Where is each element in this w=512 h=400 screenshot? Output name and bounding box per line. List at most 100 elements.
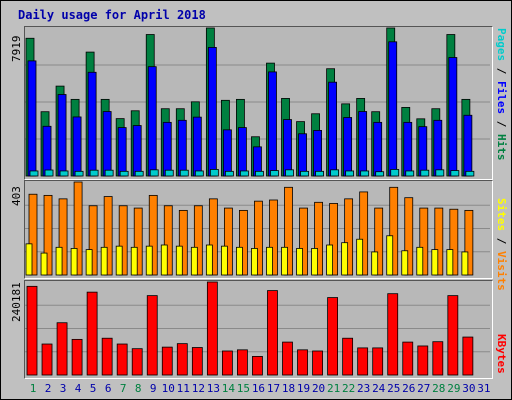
- visits-bar: [299, 207, 308, 276]
- files-bar: [373, 121, 383, 177]
- sites-bar: [326, 244, 334, 276]
- sites-bar: [446, 249, 454, 276]
- visits-bar: [178, 209, 188, 276]
- pages-bar: [119, 170, 129, 177]
- day-tick-label: 17: [266, 382, 281, 395]
- visits-bar: [58, 198, 68, 276]
- pages-bar: [179, 169, 189, 177]
- kbytes-bar: [402, 341, 414, 376]
- kbytes-bar: [191, 347, 203, 376]
- files-bar: [192, 116, 202, 177]
- sites-bar: [40, 252, 48, 276]
- day-tick-label: 3: [59, 382, 67, 395]
- day-tick-label: 13: [206, 382, 220, 395]
- day-tick-label: 5: [89, 382, 97, 395]
- visits-bar: [329, 203, 339, 276]
- files-bar: [298, 133, 307, 177]
- sites-bar: [401, 250, 409, 276]
- day-tick-label: 27: [417, 382, 431, 395]
- pages-bar: [300, 170, 309, 177]
- visits-bar: [88, 205, 98, 276]
- day-tick-label: 24: [372, 382, 386, 395]
- sites-bar: [55, 246, 63, 276]
- files-bar: [42, 125, 52, 177]
- files-bar: [448, 57, 458, 177]
- files-bar: [87, 71, 97, 177]
- kbytes-bar: [297, 349, 308, 376]
- kbytes-bar: [312, 350, 323, 376]
- visits-bar: [404, 197, 414, 276]
- sites-bar: [386, 235, 394, 276]
- visits-bar: [254, 200, 263, 276]
- pages-bar: [285, 169, 294, 177]
- pages-bar: [315, 170, 324, 177]
- day-tick-label: 8: [134, 382, 142, 395]
- kbytes-bar: [116, 343, 128, 376]
- visits-bar: [389, 186, 399, 276]
- visits-bar: [148, 194, 158, 276]
- pages-bar: [89, 169, 99, 177]
- files-bar: [132, 125, 142, 177]
- day-tick-label: 28: [432, 382, 446, 395]
- sites-bar: [85, 249, 93, 276]
- pages-bar: [420, 169, 430, 177]
- pages-bar: [360, 170, 370, 177]
- files-bar: [177, 119, 187, 177]
- pages-bar: [194, 170, 204, 177]
- day-tick-label: 12: [191, 382, 205, 395]
- day-tick-label: 6: [104, 382, 112, 395]
- files-bar: [433, 119, 443, 177]
- files-bar: [268, 71, 277, 177]
- files-bar: [147, 66, 157, 177]
- files-bar: [162, 121, 172, 177]
- visits-bar: [163, 205, 173, 276]
- pages-bar: [390, 169, 400, 177]
- files-bar: [343, 117, 353, 177]
- day-tick-label: 20: [311, 382, 326, 395]
- kbytes-bar: [237, 349, 248, 376]
- sites-bar: [416, 246, 424, 276]
- files-bar: [222, 129, 232, 177]
- kbytes-bar: [41, 343, 53, 376]
- kbytes-bar: [357, 347, 369, 376]
- kbytes-bar: [26, 285, 38, 376]
- files-bar: [207, 47, 217, 177]
- visits-bar: [28, 193, 38, 276]
- visits-bar: [419, 207, 429, 276]
- files-bar: [328, 81, 338, 177]
- files-bar: [102, 111, 112, 177]
- pages-bar: [134, 170, 144, 177]
- day-tick-label: 16: [251, 382, 266, 395]
- pages-bar: [405, 170, 415, 177]
- pages-bar: [104, 169, 114, 177]
- sites-bar: [311, 248, 318, 276]
- pages-bar: [450, 170, 460, 177]
- files-bar: [403, 121, 413, 177]
- day-tick-label: 21: [326, 382, 341, 395]
- kbytes-bar: [221, 350, 233, 376]
- day-tick-label: 26: [402, 382, 416, 395]
- day-tick-label: 11: [176, 382, 190, 395]
- sites-bar: [175, 245, 183, 276]
- day-tick-label: 7: [119, 382, 127, 395]
- visits-bar: [449, 208, 459, 276]
- kbytes-bar: [417, 345, 429, 376]
- sites-bar: [371, 251, 379, 276]
- sites-bar: [461, 251, 469, 276]
- sites-bar: [266, 246, 273, 276]
- day-tick-label: 31: [477, 382, 491, 395]
- kbytes-bar: [342, 337, 354, 376]
- day-tick-label: 29: [447, 382, 461, 395]
- kbytes-bar: [282, 341, 293, 376]
- kbytes-bar: [252, 356, 263, 376]
- kbytes-bar: [432, 341, 444, 376]
- files-bar: [27, 60, 37, 177]
- pages-bar: [330, 169, 340, 177]
- day-tick-label: 4: [74, 382, 82, 395]
- files-bar: [238, 127, 247, 177]
- visits-bar: [223, 207, 233, 276]
- chart-title: Daily usage for April 2018: [18, 8, 206, 22]
- day-tick-label: 1: [29, 382, 37, 395]
- kbytes-bar: [447, 295, 459, 376]
